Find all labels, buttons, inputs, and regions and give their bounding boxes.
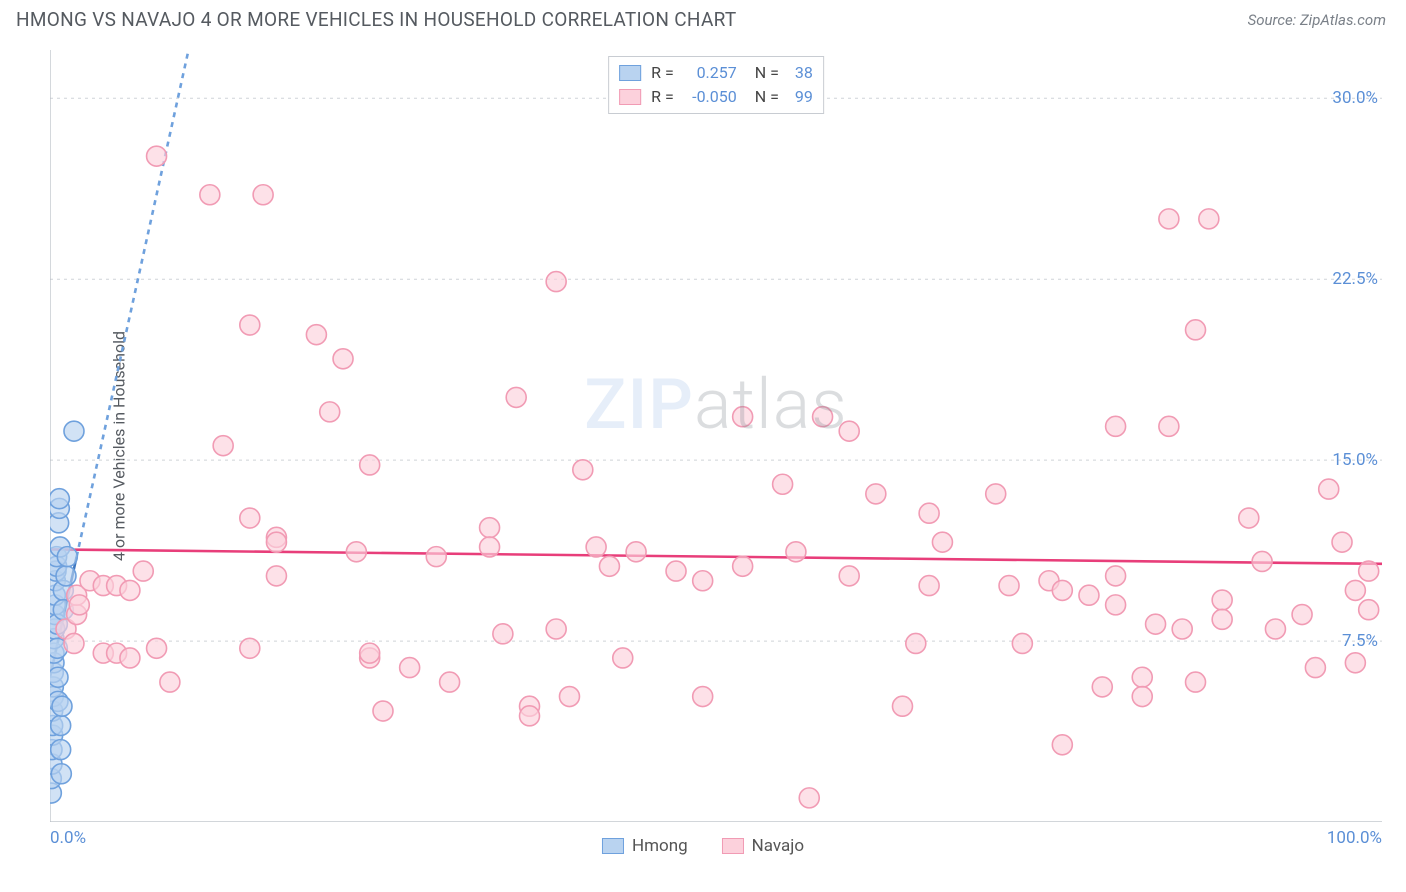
hmong-n-value: 38 xyxy=(787,61,813,85)
header: HMONG VS NAVAJO 4 OR MORE VEHICLES IN HO… xyxy=(0,0,1406,35)
n-label: N = xyxy=(747,85,779,109)
r-label: R = xyxy=(651,85,674,109)
legend-row-hmong: R = 0.257 N = 38 xyxy=(619,61,813,85)
x-tick-label: 100.0% xyxy=(1327,828,1382,848)
source-attribution: Source: ZipAtlas.com xyxy=(1248,11,1386,29)
plot-area: ZIPatlas R = 0.257 N = 38 R = -0.050 N =… xyxy=(50,50,1382,822)
hmong-swatch-icon xyxy=(602,838,624,854)
correlation-legend: R = 0.257 N = 38 R = -0.050 N = 99 xyxy=(608,56,824,114)
legend-row-navajo: R = -0.050 N = 99 xyxy=(619,85,813,109)
scatter-plot-svg xyxy=(50,50,1382,822)
hmong-label: Hmong xyxy=(632,836,688,856)
navajo-swatch-icon xyxy=(722,838,744,854)
series-legend: Hmong Navajo xyxy=(602,836,804,856)
legend-item-navajo: Navajo xyxy=(722,836,804,856)
chart-title: HMONG VS NAVAJO 4 OR MORE VEHICLES IN HO… xyxy=(16,8,737,31)
x-tick-label: 0.0% xyxy=(50,828,86,848)
r-label: R = xyxy=(651,61,674,85)
legend-item-hmong: Hmong xyxy=(602,836,688,856)
n-label: N = xyxy=(747,61,779,85)
navajo-label: Navajo xyxy=(752,836,804,856)
navajo-n-value: 99 xyxy=(787,85,813,109)
hmong-r-value: 0.257 xyxy=(682,61,737,85)
hmong-swatch xyxy=(619,65,641,81)
navajo-r-value: -0.050 xyxy=(682,85,737,109)
navajo-swatch xyxy=(619,89,641,105)
